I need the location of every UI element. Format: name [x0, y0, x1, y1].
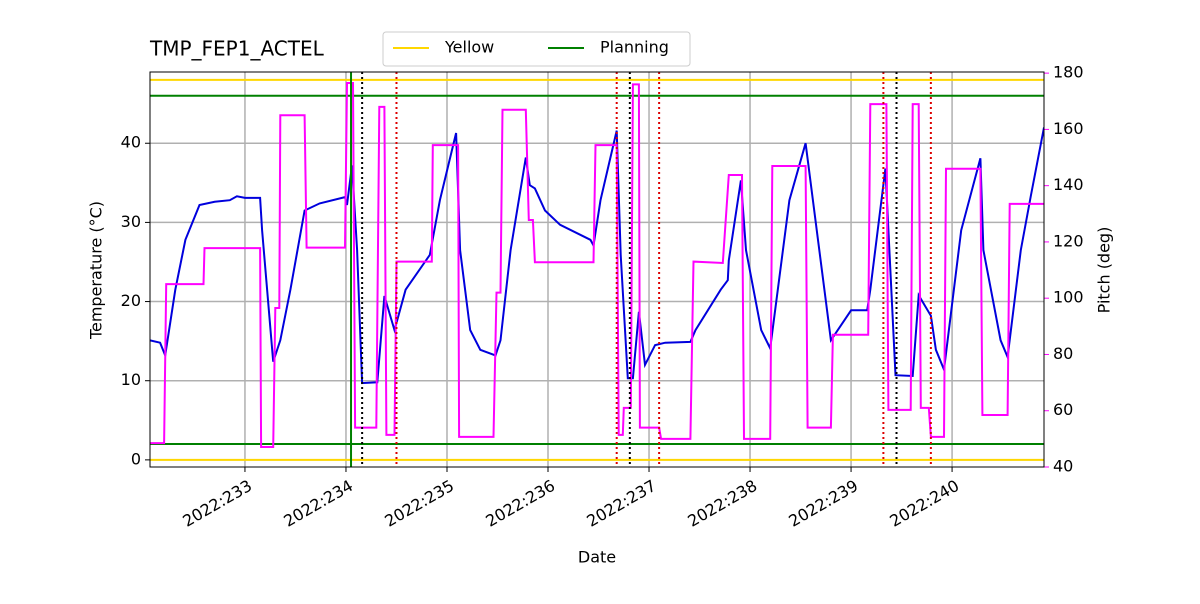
y2-tick-label: 60	[1053, 400, 1073, 419]
x-tick-label: 2022:233	[179, 476, 255, 531]
y2-tick-label: 40	[1053, 457, 1073, 476]
legend-label: Planning	[600, 38, 669, 57]
y-tick-label: 0	[131, 449, 141, 468]
x-tick-label: 2022:238	[684, 476, 760, 531]
y-axis-label: Temperature (°C)	[87, 201, 106, 340]
legend-box	[382, 31, 691, 67]
x-tick-label: 2022:236	[482, 476, 558, 531]
chart-title: TMP_FEP1_ACTEL	[149, 37, 325, 61]
y2-tick-label: 100	[1053, 288, 1084, 307]
x-tick-label: 2022:240	[886, 476, 962, 531]
y-tick-label: 40	[121, 133, 141, 152]
x-tick-label: 2022:239	[785, 476, 861, 531]
legend-label: Yellow	[444, 38, 494, 57]
y-tick-label: 10	[121, 370, 141, 389]
y2-tick-label: 160	[1053, 119, 1084, 138]
x-tick-label: 2022:235	[381, 476, 457, 531]
y-tick-label: 30	[121, 212, 141, 231]
y2-tick-label: 140	[1053, 175, 1084, 194]
y2-tick-label: 80	[1053, 344, 1073, 363]
y2-axis-label: Pitch (deg)	[1095, 227, 1114, 314]
data-line	[150, 82, 1044, 448]
x-tick-label: 2022:234	[280, 476, 356, 531]
y2-tick-label: 180	[1053, 63, 1084, 82]
plot-area	[150, 72, 1044, 467]
y-tick-label: 20	[121, 291, 141, 310]
x-tick-label: 2022:237	[583, 476, 659, 531]
plot-frame	[149, 71, 1045, 468]
y2-tick-label: 120	[1053, 231, 1084, 250]
x-axis-label: Date	[578, 548, 616, 567]
data-line	[150, 127, 1044, 385]
